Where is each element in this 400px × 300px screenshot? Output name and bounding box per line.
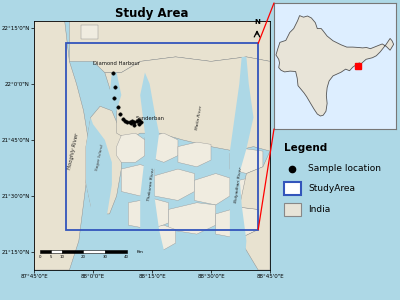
- Polygon shape: [140, 73, 164, 270]
- Polygon shape: [194, 173, 230, 205]
- Polygon shape: [70, 21, 270, 73]
- Polygon shape: [121, 165, 154, 196]
- Polygon shape: [230, 149, 263, 173]
- Polygon shape: [145, 225, 176, 250]
- Text: Sample location: Sample location: [308, 164, 381, 173]
- Text: 30: 30: [102, 255, 108, 259]
- Polygon shape: [110, 73, 121, 111]
- Text: India: India: [308, 205, 330, 214]
- Text: Thakuran River: Thakuran River: [146, 168, 155, 201]
- Bar: [105, 250, 127, 253]
- Text: StudyArea: StudyArea: [308, 184, 355, 193]
- Polygon shape: [145, 133, 178, 162]
- Polygon shape: [34, 21, 88, 270]
- Polygon shape: [116, 133, 145, 162]
- Polygon shape: [81, 26, 98, 39]
- Text: Sagar Island: Sagar Island: [95, 144, 105, 171]
- Bar: [83, 250, 105, 253]
- Text: Diamond Harbour: Diamond Harbour: [93, 61, 140, 66]
- Bar: [51, 250, 62, 253]
- Text: Sunderban: Sunderban: [136, 116, 164, 121]
- Polygon shape: [230, 57, 254, 270]
- Polygon shape: [168, 203, 216, 234]
- Text: Hooghly River: Hooghly River: [67, 132, 79, 170]
- Bar: [66, 44, 258, 230]
- Bar: [284, 182, 301, 194]
- Text: Legend: Legend: [284, 143, 327, 153]
- Title: Study Area: Study Area: [115, 7, 189, 20]
- Text: 0: 0: [39, 255, 41, 259]
- Polygon shape: [216, 207, 258, 238]
- Polygon shape: [239, 151, 270, 270]
- Text: 20: 20: [81, 255, 86, 259]
- Bar: [40, 250, 51, 253]
- Polygon shape: [154, 169, 194, 200]
- Bar: [284, 203, 301, 216]
- Polygon shape: [86, 106, 121, 214]
- Polygon shape: [128, 198, 168, 230]
- Polygon shape: [276, 16, 394, 116]
- Text: Matla River: Matla River: [195, 105, 203, 130]
- Text: N: N: [254, 19, 260, 25]
- Polygon shape: [178, 142, 211, 167]
- Text: Bidyadhari River: Bidyadhari River: [234, 167, 243, 203]
- Bar: [62, 250, 83, 253]
- Polygon shape: [105, 57, 270, 151]
- Polygon shape: [239, 176, 270, 205]
- Text: Km: Km: [136, 250, 143, 254]
- Polygon shape: [79, 118, 112, 241]
- Text: 5: 5: [50, 255, 52, 259]
- Text: 10: 10: [59, 255, 64, 259]
- Text: 40: 40: [124, 255, 129, 259]
